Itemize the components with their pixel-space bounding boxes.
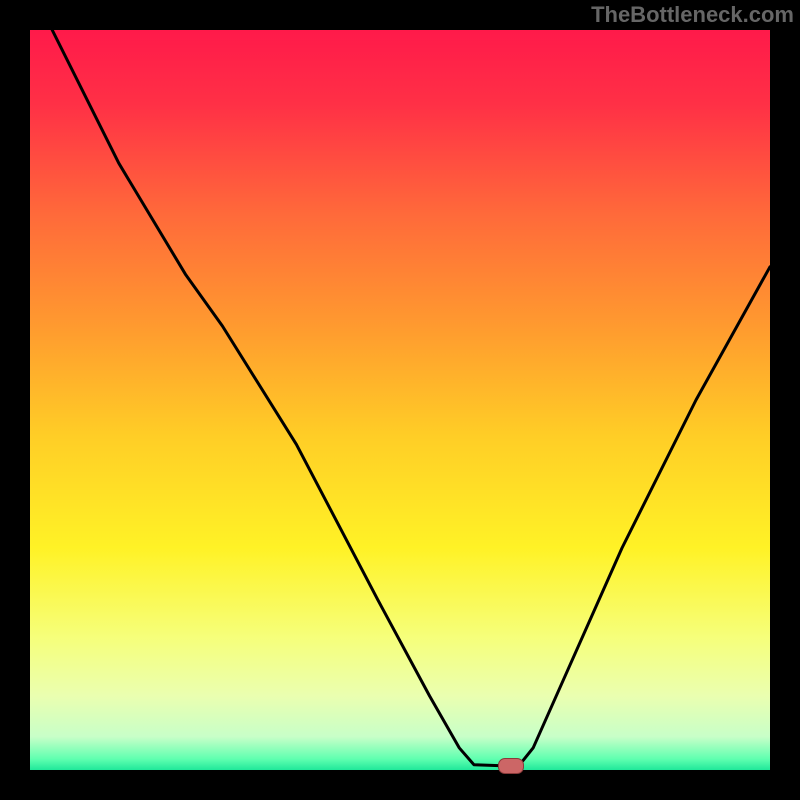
watermark-text: TheBottleneck.com bbox=[591, 2, 794, 28]
bottleneck-curve bbox=[30, 30, 770, 770]
chart-container: TheBottleneck.com bbox=[0, 0, 800, 800]
plot-area bbox=[30, 30, 770, 770]
optimal-point-marker bbox=[498, 758, 524, 774]
